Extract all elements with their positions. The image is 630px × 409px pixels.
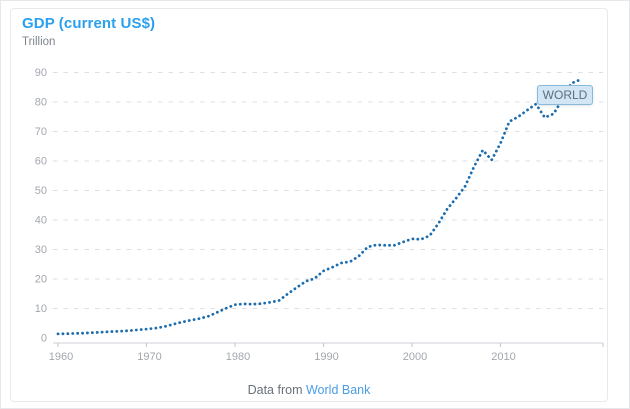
svg-text:0: 0 [41, 333, 47, 345]
chart-footer: Data from World Bank [11, 383, 607, 397]
svg-text:60: 60 [35, 156, 47, 168]
chart-unit-label: Trillion [22, 36, 56, 48]
svg-text:1990: 1990 [314, 351, 338, 363]
svg-text:40: 40 [35, 215, 47, 227]
chart-plot-area[interactable]: 0 10 20 30 40 50 60 70 80 90 1960 1970 1980 1990 2000 2… [11, 9, 607, 401]
svg-text:50: 50 [35, 185, 47, 197]
svg-text:1980: 1980 [226, 351, 250, 363]
svg-text:2000: 2000 [403, 351, 427, 363]
svg-text:1960: 1960 [49, 351, 73, 363]
svg-text:20: 20 [35, 274, 47, 286]
footer-attribution-text: Data from [247, 383, 303, 397]
svg-text:10: 10 [35, 303, 47, 315]
svg-text:70: 70 [35, 126, 47, 138]
world-bank-link[interactable]: World Bank [305, 383, 371, 397]
svg-text:2010: 2010 [491, 351, 515, 363]
svg-text:90: 90 [35, 67, 47, 79]
svg-text:30: 30 [35, 244, 47, 256]
svg-text:80: 80 [35, 97, 47, 109]
chart-title: GDP (current US$) [22, 15, 156, 32]
series-label-world[interactable]: WORLD [537, 85, 593, 105]
svg-text:1970: 1970 [137, 351, 161, 363]
chart-card: GDP (current US$) Trillion 0 10 20 30 40 50 60… [10, 8, 608, 402]
